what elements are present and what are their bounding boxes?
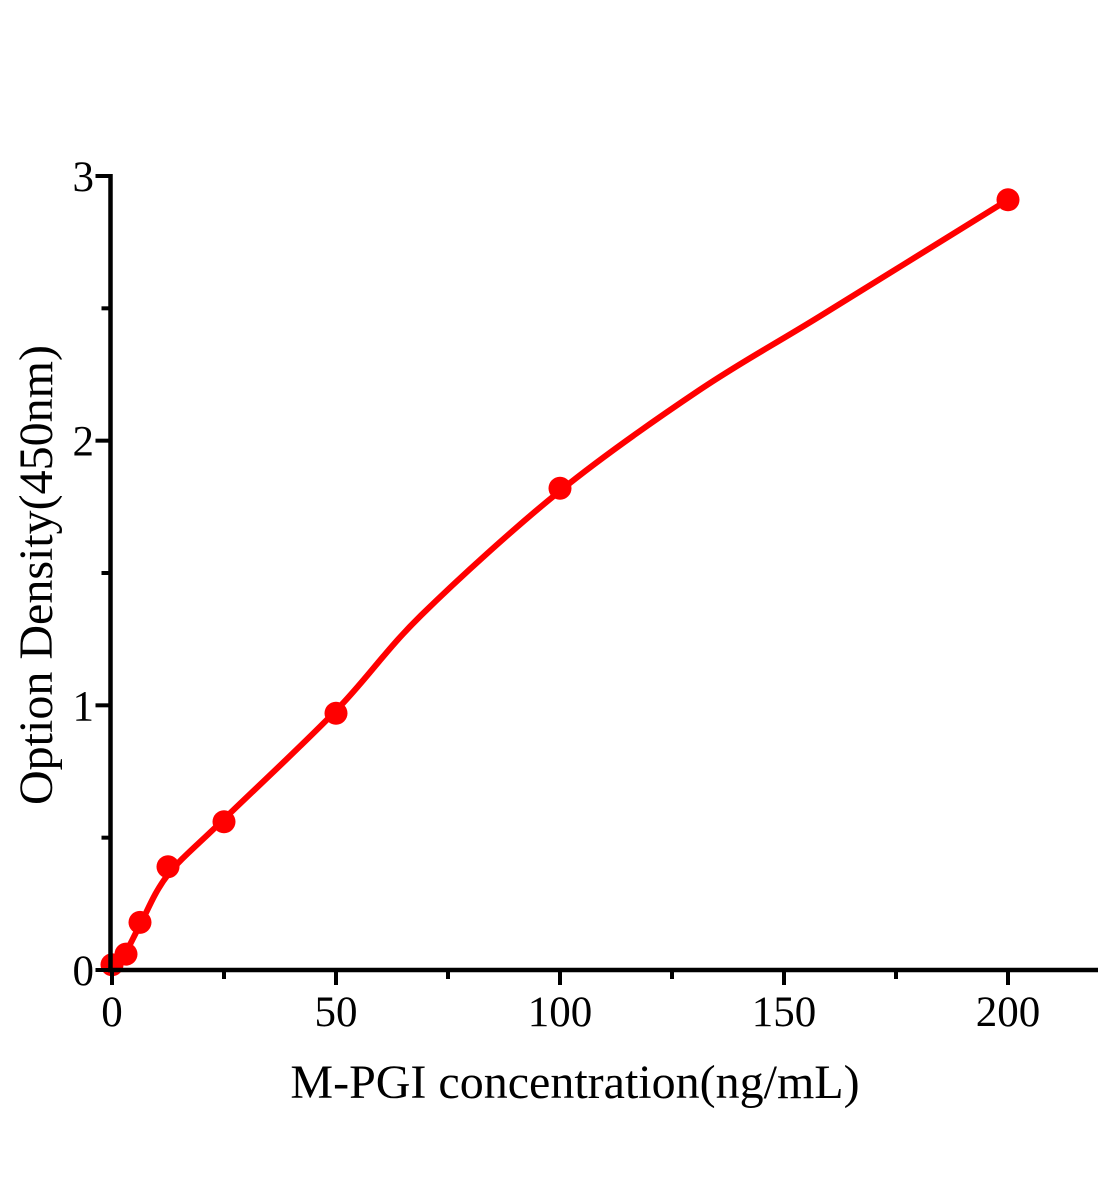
x-tick-label: 200 bbox=[976, 989, 1041, 1036]
x-axis-title: M-PGI concentration(ng/mL) bbox=[290, 1056, 859, 1109]
y-tick-label: 0 bbox=[73, 948, 95, 995]
data-point bbox=[212, 810, 236, 834]
y-axis-title: Option Density(450nm) bbox=[10, 345, 63, 805]
x-tick-label: 50 bbox=[315, 989, 358, 1036]
tick-labels-layer: 0 50 100 150 200 0 1 2 3 bbox=[73, 154, 1041, 1036]
data-point bbox=[548, 476, 572, 500]
ticks-layer bbox=[95, 173, 1010, 985]
fit-curve bbox=[109, 196, 1011, 971]
data-point bbox=[324, 701, 348, 725]
x-tick-label: 0 bbox=[101, 989, 123, 1036]
x-tick-label: 150 bbox=[752, 989, 817, 1036]
data-series-layer bbox=[100, 188, 1020, 977]
y-tick-label: 2 bbox=[73, 419, 95, 466]
data-point bbox=[156, 855, 180, 879]
axes-layer bbox=[108, 174, 1098, 973]
data-point bbox=[996, 188, 1020, 212]
y-tick-label: 3 bbox=[73, 154, 95, 201]
data-point bbox=[128, 910, 152, 934]
y-tick-label: 1 bbox=[73, 683, 95, 730]
x-tick-label: 100 bbox=[528, 989, 593, 1036]
data-point bbox=[114, 942, 138, 966]
